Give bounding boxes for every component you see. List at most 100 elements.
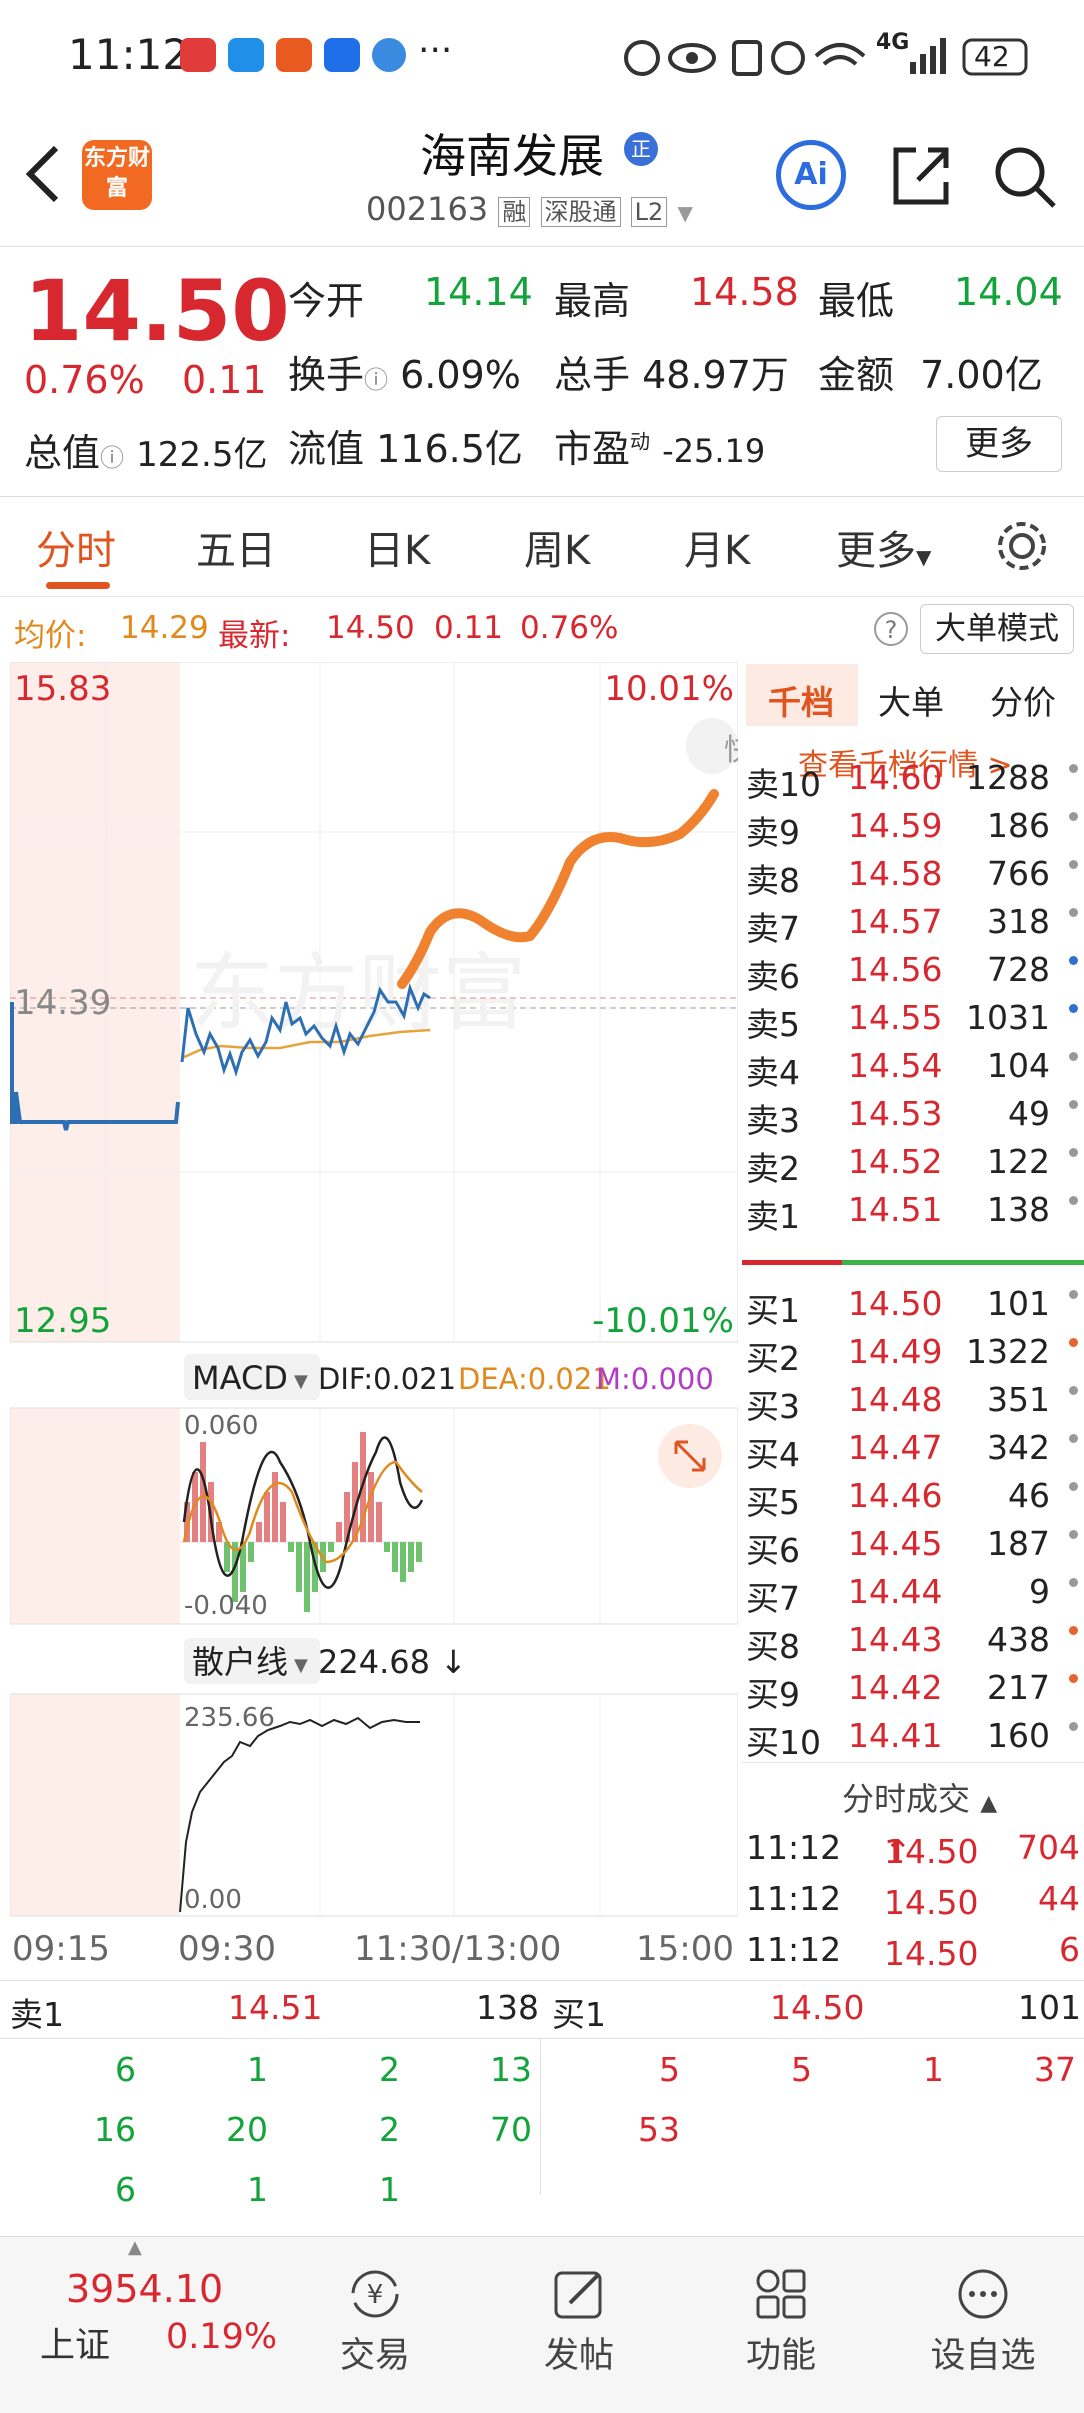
macd-bar	[240, 1542, 246, 1592]
more-stats-button[interactable]: 更多	[936, 416, 1062, 472]
macd-bar	[328, 1542, 334, 1552]
bid-volume: 438	[987, 1620, 1050, 1659]
ask-flag-dot	[1069, 1100, 1078, 1109]
retail-line-label: 散户线	[192, 1643, 288, 1681]
bid-level: 买4	[746, 1435, 800, 1474]
turnover-info-icon[interactable]: ⓘ	[364, 366, 389, 394]
tab-more-label: 更多	[836, 528, 916, 574]
search-icon[interactable]	[992, 144, 1058, 210]
macd-bar	[416, 1542, 422, 1562]
change-amount: 0.11	[182, 358, 267, 402]
code-dropdown-icon[interactable]: ▼	[677, 201, 693, 225]
trade-arrow-icon: ↑	[884, 1832, 912, 1871]
queue-order-size: 2	[379, 2110, 400, 2149]
back-icon[interactable]	[22, 144, 62, 204]
tab-big-orders[interactable]: 大单	[878, 683, 944, 722]
tab-intraday[interactable]: 分时	[36, 528, 116, 574]
bid-row[interactable]: 买6 14.45 187	[742, 1520, 1084, 1570]
info-icon[interactable]: ⓘ	[100, 444, 125, 472]
market-cap-value: 122.5亿	[136, 435, 268, 475]
float-cap-row: 流值 116.5亿	[288, 418, 523, 473]
turnover-label-row: 换手ⓘ 6.09%	[288, 344, 521, 399]
tab-post[interactable]: 发帖	[504, 2237, 654, 2378]
quick-side-button[interactable]	[686, 718, 738, 774]
view-qiandang-link[interactable]: 查看千档行情 >	[798, 748, 1013, 783]
bid-row[interactable]: 买3 14.48 351	[742, 1376, 1084, 1426]
bid-flag-dot	[1069, 1674, 1078, 1683]
ask-row[interactable]: 卖7 14.57 318	[742, 898, 1084, 948]
ask-row[interactable]: 卖10 14.60 1288	[742, 754, 1084, 804]
big-order-mode-button[interactable]: 大单模式	[920, 604, 1074, 654]
trade-price-value: 14.50	[884, 1934, 979, 1973]
bid-row[interactable]: 买7 14.44 9	[742, 1568, 1084, 1618]
bid-price: 14.41	[848, 1716, 943, 1755]
tab-weekly-k[interactable]: 周K	[524, 528, 591, 574]
ask-volume: 104	[987, 1046, 1050, 1085]
help-icon[interactable]: ?	[874, 612, 908, 646]
app-logo[interactable]: 东方财富	[82, 140, 152, 210]
bid-price: 14.46	[848, 1476, 943, 1515]
macd-bar	[232, 1542, 238, 1602]
trades-title[interactable]: 分时成交 ▲	[842, 1774, 997, 1820]
bid-row[interactable]: 买8 14.43 438	[742, 1616, 1084, 1666]
tab-daily-k[interactable]: 日K	[364, 528, 431, 574]
ask-row[interactable]: 卖6 14.56 728	[742, 946, 1084, 996]
tab-qiandang[interactable]: 千档	[768, 683, 834, 722]
macd-bar	[304, 1542, 310, 1612]
svg-text:¥: ¥	[367, 2280, 384, 2310]
avg-value: 14.29	[120, 610, 209, 646]
macd-bar	[264, 1492, 270, 1542]
index-ticker[interactable]: ▲ 3954.10 上证 0.19%	[0, 2237, 277, 2413]
bid-row[interactable]: 买2 14.49 1322	[742, 1328, 1084, 1378]
stock-code-row: 002163 融 深股通 L2 ▼	[366, 190, 693, 228]
retail-dropdown-icon: ▼	[294, 1655, 308, 1676]
tab-trade[interactable]: ¥ 交易	[300, 2237, 450, 2378]
latest-pct: 0.76%	[520, 610, 619, 646]
tab-price-dist[interactable]: 分价	[990, 683, 1056, 722]
macd-bar	[256, 1522, 262, 1542]
low-value: 14.04	[954, 270, 1063, 314]
tab-five-day[interactable]: 五日	[196, 528, 276, 574]
ask-row[interactable]: 卖8 14.58 766	[742, 850, 1084, 900]
bid-row[interactable]: 买1 14.50 101	[742, 1280, 1084, 1330]
queue-sell-price: 14.51	[228, 1988, 323, 2027]
bid-row[interactable]: 买9 14.42 217	[742, 1664, 1084, 1714]
ask-row[interactable]: 卖2 14.52 122	[742, 1138, 1084, 1188]
ask-row[interactable]: 卖5 14.55 1031	[742, 994, 1084, 1044]
macd-selector[interactable]	[184, 1354, 320, 1400]
ai-assistant-button[interactable]: Ai	[776, 140, 846, 210]
bid-price: 14.50	[848, 1284, 943, 1323]
bid-row[interactable]: 买10 14.41 160	[742, 1712, 1084, 1762]
pre-market-line	[10, 1002, 180, 1131]
tab-more[interactable]: 更多▼	[836, 518, 931, 576]
ask-row[interactable]: 卖3 14.53 49	[742, 1090, 1084, 1140]
hand-drawn-annotation	[397, 789, 719, 989]
queue-order-size: 37	[1034, 2050, 1076, 2089]
chart-tabs: 分时 五日 日K 周K 月K 更多▼	[0, 496, 1084, 597]
share-icon[interactable]	[888, 144, 952, 208]
battery-level: 42	[974, 40, 1010, 73]
tab-functions-label: 功能	[745, 2336, 816, 2376]
ask-row[interactable]: 卖1 14.51 138	[742, 1186, 1084, 1236]
bid-price: 14.44	[848, 1572, 943, 1611]
ask-row[interactable]: 卖4 14.54 104	[742, 1042, 1084, 1092]
tab-functions[interactable]: 功能	[706, 2237, 856, 2378]
queue-buy-price: 14.50	[770, 1988, 865, 2027]
bid-row[interactable]: 买4 14.47 342	[742, 1424, 1084, 1474]
bid-price: 14.45	[848, 1524, 943, 1563]
bid-row[interactable]: 买5 14.46 46	[742, 1472, 1084, 1522]
tab-monthly-k[interactable]: 月K	[684, 528, 751, 574]
bid-price: 14.43	[848, 1620, 943, 1659]
status-icons	[624, 38, 1028, 76]
macd-axis-top: 0.060	[184, 1411, 258, 1441]
latest-change: 0.11	[434, 610, 504, 646]
retail-down-arrow-icon: ↓	[440, 1643, 467, 1681]
ask-row[interactable]: 卖9 14.59 186	[742, 802, 1084, 852]
retail-line-selector[interactable]	[184, 1638, 320, 1684]
settings-gear-icon[interactable]	[994, 518, 1050, 574]
open-value: 14.14	[424, 270, 533, 314]
bid-flag-dot	[1069, 1578, 1078, 1587]
queue-order-size: 1	[923, 2050, 944, 2089]
tab-add-watchlist[interactable]: 设自选	[908, 2237, 1058, 2378]
bid-volume: 187	[987, 1524, 1050, 1563]
